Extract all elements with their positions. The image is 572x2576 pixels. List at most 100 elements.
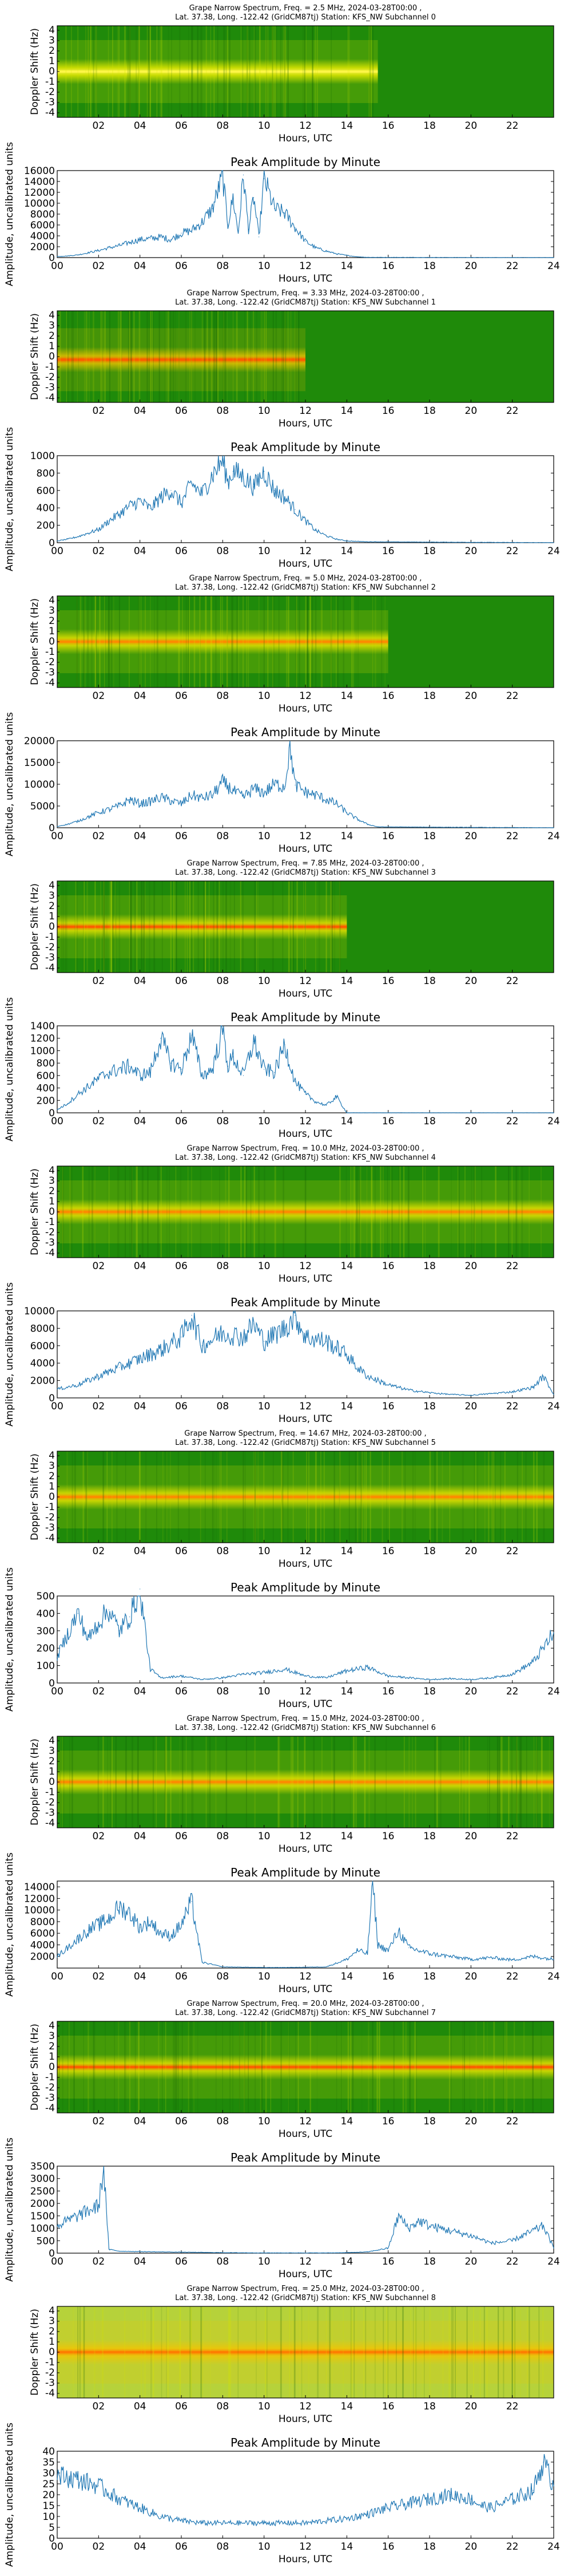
spectrogram-streak [429, 2306, 431, 2398]
x-tick-label: 00 [51, 546, 63, 557]
x-tick-label: 08 [217, 690, 229, 702]
spectrogram-streak [129, 2021, 131, 2113]
spectrogram-streak [521, 1736, 522, 1828]
x-tick-label: 14 [341, 975, 353, 987]
amplitude-data-point [450, 2494, 451, 2495]
spectrogram-streak [536, 1736, 537, 1828]
spectrogram-streak [305, 881, 307, 973]
spectrogram-streak [358, 1166, 360, 1258]
x-tick-label: 08 [217, 1831, 229, 1842]
spectrogram-streak [95, 596, 97, 688]
spectrogram-streak [84, 881, 85, 973]
x-tick-label: 06 [175, 2116, 188, 2127]
spectrogram-streak [393, 2021, 395, 2113]
spectrogram-streak [165, 1736, 168, 1828]
spectrogram-streak [414, 2306, 416, 2398]
y-tick-label: 10000 [24, 198, 55, 210]
spectrogram-streak [84, 596, 86, 688]
spectrogram-streak [274, 1166, 276, 1258]
spectrogram-streak [191, 881, 192, 973]
spectrogram-streak [352, 2021, 354, 2113]
x-tick-label: 04 [134, 1116, 146, 1127]
spectrogram-streak [288, 311, 289, 402]
x-tick-label: 04 [134, 260, 146, 272]
spectrogram-streak [94, 2306, 96, 2398]
x-tick-label: 02 [93, 405, 105, 417]
spectrogram-streak [471, 1166, 472, 1258]
spectrogram-streak [265, 26, 267, 117]
x-tick-label: 24 [547, 2541, 560, 2553]
amplitude-series-line [57, 1025, 554, 1113]
x-tick-label: 08 [217, 260, 229, 272]
x-tick-label: 02 [93, 2401, 105, 2412]
spectrogram-streak [124, 26, 126, 117]
y-tick-label: 14000 [24, 1882, 55, 1893]
x-tick-label: 06 [175, 1261, 188, 1272]
spectrogram-streak [371, 1166, 372, 1258]
spectrogram-streak [368, 26, 370, 117]
spectrogram-streak [200, 2306, 202, 2398]
x-tick-label: 10 [258, 405, 271, 417]
x-tick-label: 10 [258, 975, 271, 987]
spectrogram-streak [288, 2021, 289, 2113]
spectrogram-streak [247, 26, 248, 117]
y-tick-label: 0 [49, 1206, 55, 1218]
x-tick-label: 22 [506, 405, 519, 417]
y-tick-label: 16000 [24, 165, 55, 177]
x-tick-label: 24 [547, 831, 560, 842]
spectrogram-streak [125, 1736, 127, 1828]
x-tick-label: 02 [93, 1116, 105, 1127]
spectrogram-panel: Grape Narrow Spectrum, Freq. = 7.85 MHz,… [29, 859, 554, 999]
amplitude-data-point [429, 1953, 430, 1954]
y-tick-label: -2 [45, 1512, 55, 1523]
x-tick-label: 16 [382, 1116, 395, 1127]
spectrogram-streak [410, 2306, 412, 2398]
x-tick-label: 22 [506, 2116, 519, 2127]
spectrogram-streak [307, 1451, 308, 1543]
x-axis-label: Hours, UTC [279, 843, 332, 855]
spectrogram-title: Grape Narrow Spectrum, Freq. = 14.67 MHz… [184, 1429, 426, 1438]
spectrogram-streak [87, 596, 89, 688]
x-tick-label: 12 [299, 1546, 312, 1557]
y-tick-label: 1 [49, 2051, 55, 2063]
x-tick-label: 16 [382, 975, 395, 987]
y-axis-label: Doppler Shift (Hz) [29, 1739, 41, 1826]
x-tick-label: 16 [382, 2401, 395, 2412]
x-tick-label: 22 [506, 1546, 519, 1557]
x-tick-label: 08 [217, 2541, 229, 2553]
y-tick-label: 1 [49, 341, 55, 352]
x-tick-label: 04 [134, 120, 146, 132]
spectrogram-streak [299, 2306, 300, 2398]
spectrogram-streak [156, 1451, 157, 1543]
amplitude-panel: Peak Amplitude by Minute 0 5000 10000 15000 2… [4, 712, 560, 856]
spectrogram-streak [355, 1451, 356, 1543]
spectrogram-streak [68, 2021, 70, 2113]
spectrogram-streak [66, 881, 67, 973]
x-tick-label: 06 [175, 690, 188, 702]
spectrogram-streak [129, 26, 131, 117]
x-tick-label: 02 [93, 2541, 105, 2553]
spectrogram-streak [483, 2306, 485, 2398]
spectrogram-streak [511, 1736, 513, 1828]
amplitude-data-point [325, 535, 327, 536]
spectrogram-streak [130, 311, 132, 402]
spectrogram-streak [131, 1736, 133, 1828]
spectrogram-streak [288, 2021, 290, 2113]
spectrogram-streak [71, 1736, 73, 1828]
spectrogram-streak [516, 1736, 518, 1828]
x-tick-label: 08 [217, 120, 229, 132]
spectrogram-title: Grape Narrow Spectrum, Freq. = 7.85 MHz,… [186, 859, 424, 868]
spectrogram-streak [257, 881, 259, 973]
x-tick-label: 12 [299, 1971, 312, 1982]
spectrogram-streak [315, 596, 317, 688]
spectrogram-streak [504, 2021, 506, 2113]
spectrogram-streak [370, 26, 372, 117]
spectrogram-streak [187, 1166, 189, 1258]
spectrogram-streak [257, 1451, 259, 1543]
amplitude-data-point [553, 1632, 554, 1633]
x-tick-label: 20 [465, 405, 478, 417]
amplitude-data-point [450, 1956, 451, 1957]
amplitude-title: Peak Amplitude by Minute [231, 1010, 380, 1024]
x-tick-label: 18 [423, 1831, 436, 1842]
x-tick-label: 22 [506, 546, 519, 557]
